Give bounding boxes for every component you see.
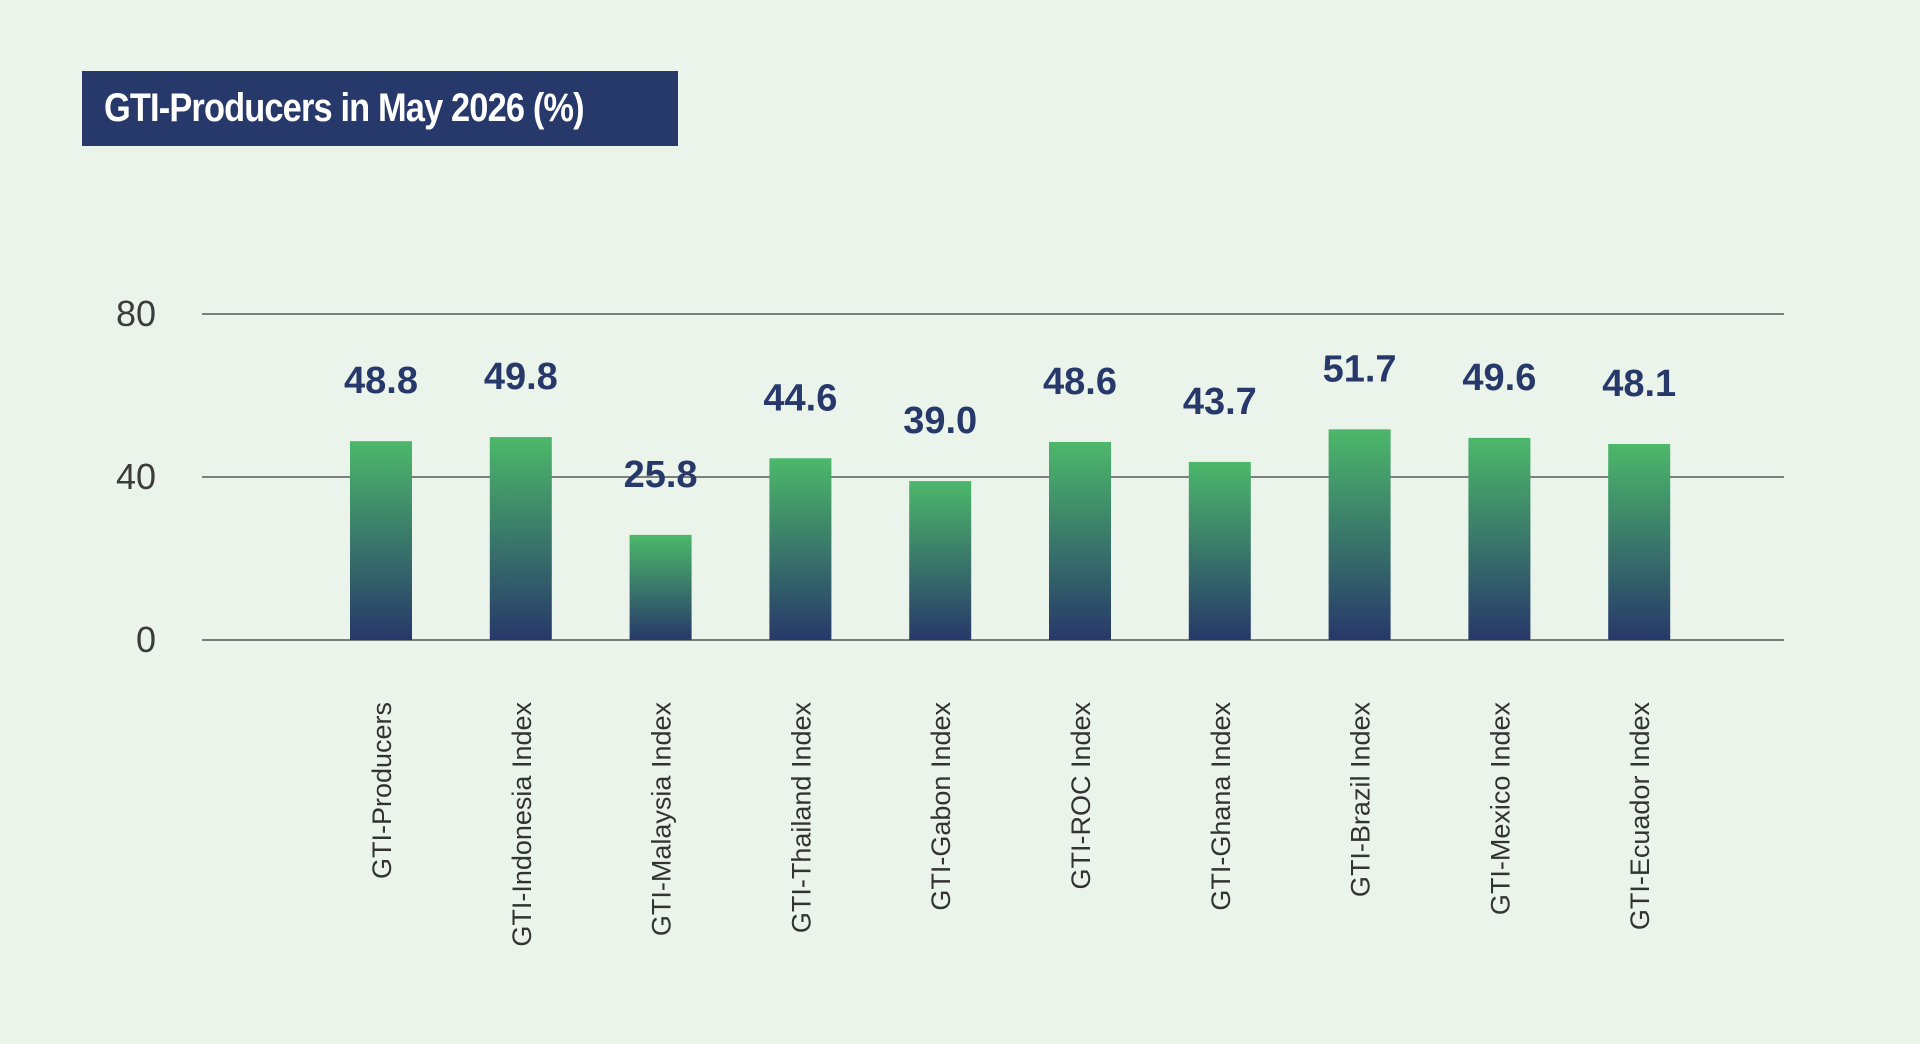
bar	[1608, 443, 1671, 640]
bar	[909, 481, 972, 640]
category-label: GTI-Brazil Index	[1346, 702, 1376, 898]
value-label: 48.6	[1043, 361, 1117, 403]
bar	[1328, 429, 1391, 640]
bar	[1049, 441, 1111, 640]
bar	[1188, 461, 1251, 640]
bar	[350, 441, 412, 640]
category-label: GTI-Mexico Index	[1485, 702, 1515, 916]
value-label: 43.7	[1183, 381, 1257, 423]
y-tick-label: 0	[136, 619, 156, 660]
bar	[769, 458, 832, 640]
value-label: 49.6	[1462, 357, 1536, 399]
category-label: GTI-Ghana Index	[1206, 702, 1236, 911]
category-label: GTI-Malaysia Index	[647, 702, 677, 937]
chart-title-box: GTI-Producers in May 2026 (%)	[82, 71, 678, 146]
category-label: GTI-Ecuador Index	[1625, 702, 1655, 931]
y-tick-label: 80	[116, 293, 156, 334]
category-label: GTI-Thailand Index	[786, 702, 816, 934]
value-label: 48.1	[1602, 363, 1676, 405]
bar	[1468, 437, 1531, 640]
category-label: GTI-Gabon Index	[926, 702, 956, 911]
value-label: 48.8	[344, 360, 418, 402]
category-label: GTI-Producers	[367, 702, 397, 879]
value-label: 39.0	[903, 400, 977, 442]
category-label: GTI-Indonesia Index	[507, 702, 537, 947]
value-label: 49.8	[484, 356, 558, 398]
chart-title: GTI-Producers in May 2026 (%)	[104, 86, 585, 130]
category-label: GTI-ROC Index	[1066, 702, 1096, 890]
value-label: 25.8	[624, 454, 698, 496]
bar	[629, 534, 692, 640]
y-tick-label: 40	[116, 456, 156, 497]
value-label: 44.6	[763, 377, 837, 419]
bar	[489, 437, 552, 640]
value-label: 51.7	[1323, 348, 1397, 390]
